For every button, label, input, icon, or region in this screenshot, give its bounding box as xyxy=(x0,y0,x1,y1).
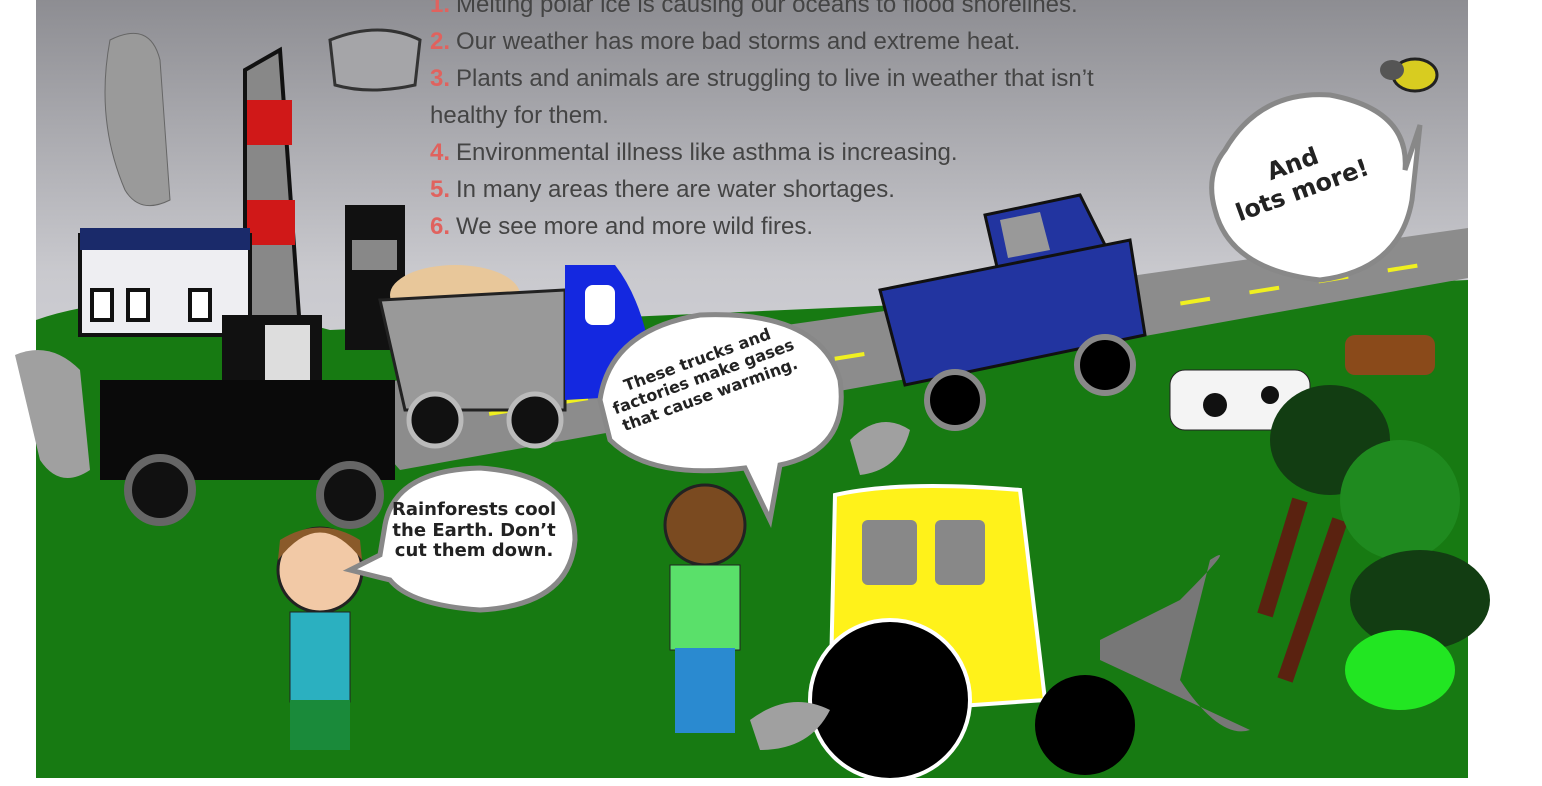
fact: 4.Environmental illness like asthma is i… xyxy=(430,134,1150,171)
cow-spot xyxy=(1261,386,1279,404)
fact-number: 5. xyxy=(430,176,450,203)
smoke xyxy=(330,30,420,90)
fact-text: Plants and animals are struggling to liv… xyxy=(430,65,1094,129)
smoke xyxy=(15,350,90,478)
girl-shorts xyxy=(290,700,350,750)
wheel xyxy=(509,394,561,446)
boy-pants xyxy=(675,648,735,733)
fact: 5.In many areas there are water shortage… xyxy=(430,171,1150,208)
bubble-line: cut them down. xyxy=(392,541,556,562)
facts-list: 1. Melting polar ice is causing our ocean… xyxy=(430,0,1150,245)
fact-number: 6. xyxy=(430,213,450,240)
tractor-window xyxy=(862,520,917,585)
wheel xyxy=(1077,337,1133,393)
fact-text: In many areas there are water shortages. xyxy=(456,176,895,203)
wheel xyxy=(320,465,380,525)
tree xyxy=(1340,440,1460,560)
wheel xyxy=(1035,675,1135,775)
tractor-window xyxy=(935,520,985,585)
bubble-line: the Earth. Don’t xyxy=(392,521,556,542)
fact: 1. Melting polar ice is causing our ocean… xyxy=(430,0,1150,23)
window xyxy=(128,290,148,320)
bubble-line: Rainforests cool xyxy=(392,500,556,521)
window xyxy=(190,290,210,320)
scene: 1. Melting polar ice is causing our ocean… xyxy=(0,0,1542,786)
fact-number: 4. xyxy=(430,139,450,166)
fact-text: Melting polar ice is causing our oceans … xyxy=(456,0,1078,18)
fact-text: Our weather has more bad storms and extr… xyxy=(456,28,1020,55)
fact-number: 2. xyxy=(430,28,450,55)
factory-roof xyxy=(80,228,250,250)
bee-head xyxy=(1380,60,1404,80)
boy-shirt xyxy=(670,565,740,650)
fact: 6.We see more and more wild fires. xyxy=(430,208,1150,245)
boy-head xyxy=(665,485,745,565)
fact-number: 1. xyxy=(430,0,450,18)
wheel xyxy=(927,372,983,428)
fact: 3.Plants and animals are struggling to l… xyxy=(430,60,1150,134)
cow xyxy=(1345,335,1435,375)
fact-number: 3. xyxy=(430,65,450,92)
fact: 2.Our weather has more bad storms and ex… xyxy=(430,23,1150,60)
tree xyxy=(1345,630,1455,710)
fact-text: We see more and more wild fires. xyxy=(456,213,813,240)
wheel xyxy=(409,394,461,446)
wheel xyxy=(128,458,192,522)
window xyxy=(92,290,112,320)
fact-text: Environmental illness like asthma is inc… xyxy=(456,139,958,166)
chimney-stripe xyxy=(247,100,292,145)
girl-shirt xyxy=(290,612,350,702)
cow-spot xyxy=(1203,393,1227,417)
chimney-stripe xyxy=(247,200,295,245)
smokestack-stripe xyxy=(352,240,397,270)
wheel xyxy=(810,620,970,780)
truck-window xyxy=(265,325,310,380)
truck-window xyxy=(585,285,615,325)
